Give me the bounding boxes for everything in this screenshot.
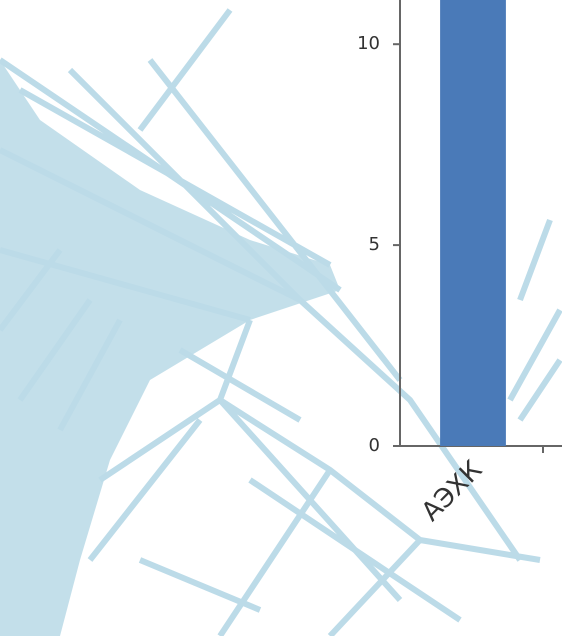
bar xyxy=(440,0,506,447)
y-tick-label: 5 xyxy=(369,234,380,255)
y-tick-label: 10 xyxy=(357,33,380,54)
background-tower xyxy=(0,8,562,636)
y-tick-label: 0 xyxy=(369,435,380,456)
